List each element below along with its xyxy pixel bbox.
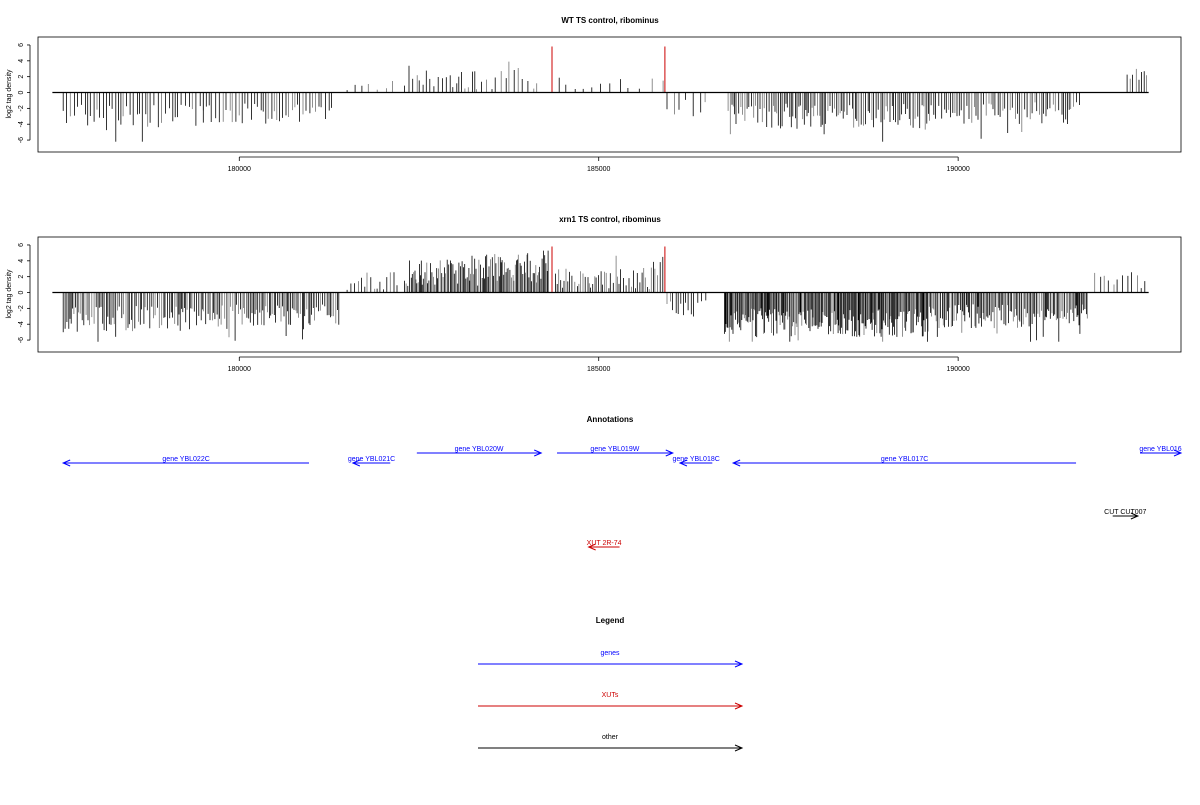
feature-arrow bbox=[1112, 512, 1140, 520]
legend-arrow bbox=[478, 702, 744, 710]
feature-label: gene YBL017C bbox=[881, 456, 928, 463]
xrn1-density-panel: xrn1 TS control, ribominus log2 tag dens… bbox=[6, 215, 1182, 373]
feature-arrow bbox=[351, 459, 391, 467]
feature-label: gene YBL022C bbox=[162, 456, 209, 463]
legend: Legend genes XUTs other bbox=[478, 616, 744, 752]
feature-arrow bbox=[557, 449, 675, 457]
feature-label: XUT 2R-74 bbox=[587, 540, 622, 547]
feature-label: gene YBL020W bbox=[455, 446, 504, 453]
x-tick-label: 190000 bbox=[946, 366, 969, 373]
x-tick-label: 180000 bbox=[228, 366, 251, 373]
y-tick-label: 2 bbox=[18, 275, 25, 279]
feature-arrow bbox=[1140, 449, 1183, 457]
y-axis: -6 -4 -2 0 2 4 6 bbox=[18, 43, 31, 143]
annotations-track: Annotations gene YBL022C gene YBL021Cgene… bbox=[61, 415, 1183, 551]
feature-arrow bbox=[731, 459, 1077, 467]
y-tick-label: -6 bbox=[18, 137, 25, 143]
legend-label: other bbox=[602, 734, 619, 741]
annotation-features: gene YBL022C gene YBL021C gene YBL020W gene… bbox=[61, 446, 1183, 551]
feature-label: gene YBL021C bbox=[348, 456, 395, 463]
legend-title: Legend bbox=[596, 616, 625, 625]
y-tick-label: -6 bbox=[18, 337, 25, 343]
y-tick-label: 4 bbox=[18, 259, 25, 263]
y-tick-label: -2 bbox=[18, 105, 25, 111]
x-axis: 180000 185000 190000 bbox=[228, 356, 970, 373]
wt-density-panel: WT TS control, ribominus log2 tag densit… bbox=[6, 16, 1182, 173]
plot-frame bbox=[37, 236, 1182, 353]
y-tick-label: 6 bbox=[18, 243, 25, 247]
x-tick-label: 185000 bbox=[587, 166, 610, 173]
x-tick-label: 180000 bbox=[228, 166, 251, 173]
annotations-title: Annotations bbox=[587, 415, 634, 424]
feature-label: gene YBL019W bbox=[590, 446, 639, 453]
y-axis: -6 -4 -2 0 2 4 6 bbox=[18, 243, 31, 343]
legend-arrow bbox=[478, 744, 744, 752]
legend-arrow bbox=[478, 660, 744, 668]
y-tick-label: -4 bbox=[18, 121, 25, 127]
y-tick-label: 6 bbox=[18, 43, 25, 47]
y-tick-label: 4 bbox=[18, 59, 25, 63]
x-tick-label: 190000 bbox=[946, 166, 969, 173]
legend-label: genes bbox=[600, 650, 620, 657]
plot-frame bbox=[37, 36, 1182, 153]
legend-items: genes XUTs other bbox=[478, 650, 744, 752]
x-axis: 180000 185000 190000 bbox=[228, 156, 970, 173]
density-bars bbox=[62, 61, 1147, 142]
panel-title: xrn1 TS control, ribominus bbox=[559, 215, 661, 224]
y-tick-label: 2 bbox=[18, 75, 25, 79]
feature-arrow bbox=[61, 459, 310, 467]
y-tick-label: 0 bbox=[18, 90, 25, 94]
y-axis-label: log2 tag density bbox=[6, 69, 13, 119]
x-tick-label: 185000 bbox=[587, 366, 610, 373]
y-tick-label: -2 bbox=[18, 305, 25, 311]
feature-label: CUT CUT007 bbox=[1104, 509, 1146, 516]
y-tick-label: 0 bbox=[18, 290, 25, 294]
feature-arrow bbox=[678, 459, 713, 467]
density-bars bbox=[62, 250, 1146, 342]
legend-label: XUTs bbox=[602, 692, 619, 699]
highlight-bars bbox=[551, 246, 666, 293]
feature-label: gene YBL018C bbox=[672, 456, 719, 463]
feature-arrow bbox=[416, 449, 543, 457]
y-axis-label: log2 tag density bbox=[6, 269, 13, 319]
panel-title: WT TS control, ribominus bbox=[561, 16, 659, 25]
feature-label: gene YBL016 bbox=[1139, 446, 1181, 453]
highlight-bars bbox=[551, 46, 666, 93]
y-tick-label: -4 bbox=[18, 321, 25, 327]
feature-arrow bbox=[587, 543, 620, 551]
